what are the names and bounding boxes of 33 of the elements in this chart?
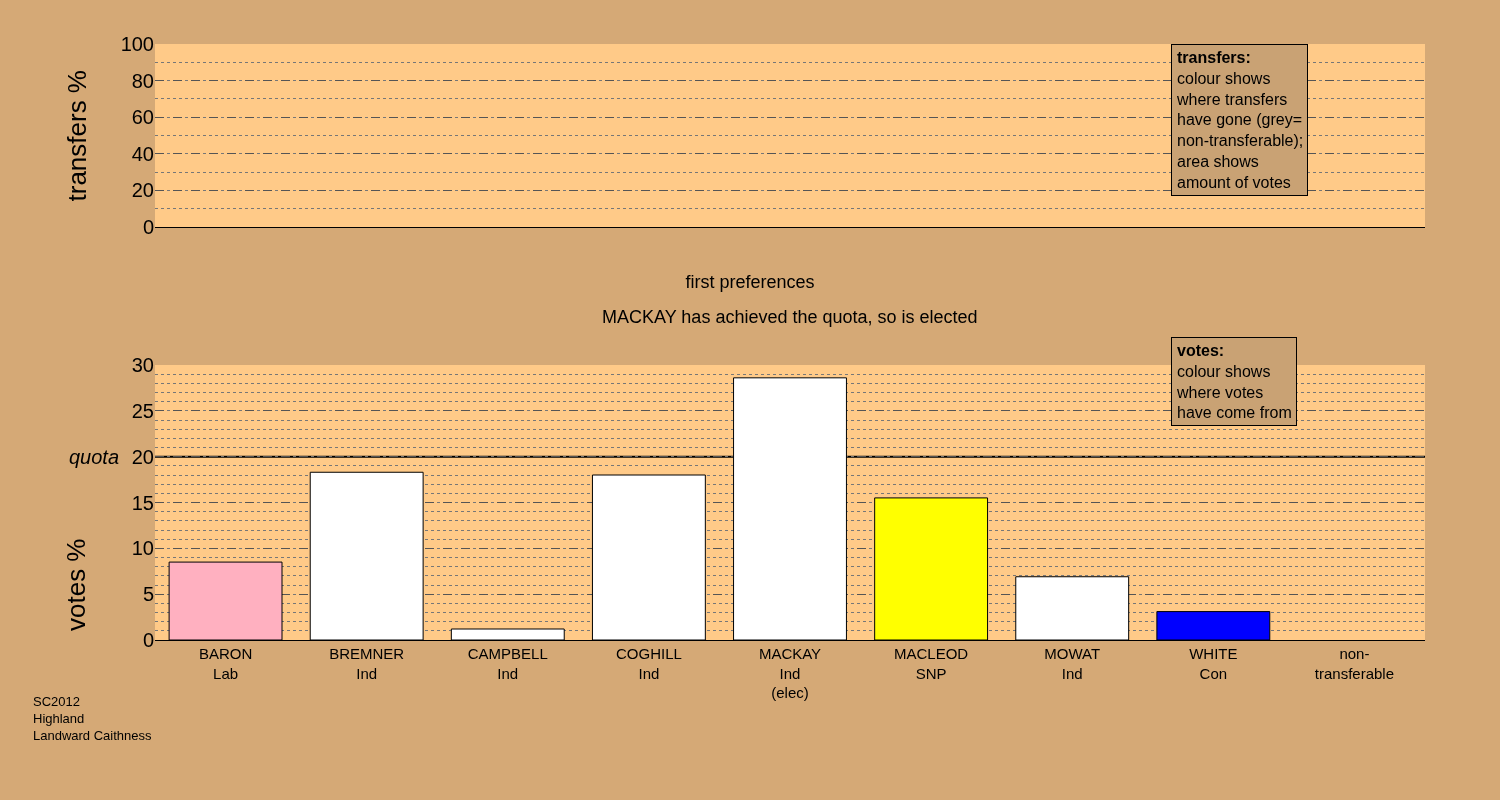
y-tick-label: 10 [131, 537, 154, 560]
y-tick-label: 0 [142, 216, 154, 238]
x-tick-label: WHITE Con [1189, 645, 1238, 682]
x-tick-label: MACKAY Ind (elec) [758, 645, 822, 701]
y-tick-label: 60 [131, 106, 154, 129]
text: votes: [1177, 342, 1225, 359]
y-tick-label: 80 [131, 69, 154, 92]
y-tick-label: 30 [131, 354, 154, 376]
ref-line-label: quota [69, 446, 120, 468]
y-tick-label: 0 [142, 629, 154, 651]
y-tick-label: 15 [131, 491, 154, 514]
chart-subtitle: MACKAY has achieved the quota, so is elected [602, 307, 978, 327]
y-tick-label: 40 [131, 142, 154, 165]
annotation: colour shows where transfers have gone (grey= non-transferable); [1176, 69, 1304, 150]
text: SC2012 Highland Landward Caithness [33, 694, 153, 743]
y-tick-label: 20 [131, 445, 154, 468]
annotation: transfers: [1177, 49, 1251, 66]
y-tick-label: 20 [131, 179, 154, 202]
x-tick-label: BREMNER Ind [329, 645, 405, 682]
y-axis-title: transfers % [61, 70, 92, 202]
y-tick-label: 100 [120, 33, 154, 55]
chart-title: first preferences [685, 272, 815, 293]
x-tick-label: CAMPBELL Ind [467, 645, 548, 682]
y-axis-title: votes % [61, 538, 91, 631]
x-tick-label: COGHILL Ind [615, 645, 682, 682]
x-tick-label: non- transferable [1314, 645, 1395, 682]
annotation: colour shows where votes have come from [1176, 362, 1292, 422]
x-tick-label: MOWAT Ind [1044, 645, 1101, 682]
x-tick-label: MACLEOD SNP [894, 645, 969, 682]
x-tick-label: BARON Lab [198, 645, 253, 682]
y-tick-label: 25 [131, 399, 154, 422]
annotation: area shows amount of votes [1177, 153, 1291, 191]
y-tick-label: 5 [142, 583, 154, 606]
